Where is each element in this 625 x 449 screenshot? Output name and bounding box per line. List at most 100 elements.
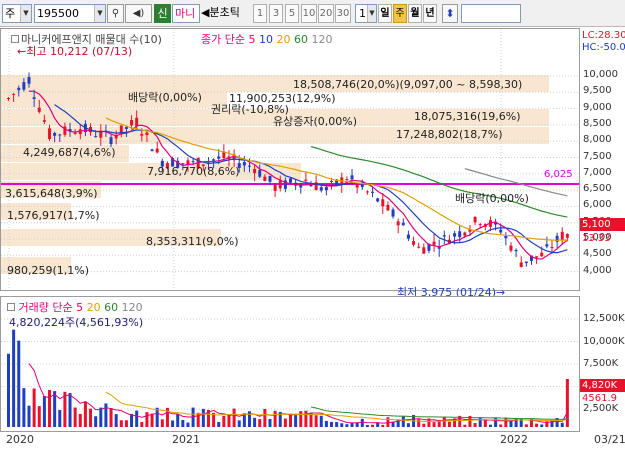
volume-bar <box>355 422 359 427</box>
volume-bar <box>196 412 200 427</box>
volume-bar <box>299 411 303 427</box>
stock-name-field[interactable]: 마니 <box>172 4 200 23</box>
candle-body <box>191 161 195 163</box>
volume-bar <box>32 388 36 427</box>
candle-body <box>365 191 369 193</box>
stock-code-input[interactable]: 195500 ▼ <box>34 4 106 23</box>
candle-body <box>545 244 549 247</box>
volume-bar <box>109 408 113 427</box>
volume-bar <box>145 412 149 427</box>
volume-bar <box>17 340 21 427</box>
ma-legend-prefix: 종가 단순 <box>201 33 245 46</box>
volume-pane[interactable]: 거래량 단순 5 20 60 120 4,820,224주(4,561,93%) <box>0 296 580 432</box>
up-down-arrow-icon[interactable]: ⬍ <box>442 4 458 23</box>
volume-tick-label: 7,500K <box>583 358 619 369</box>
candle-body <box>48 128 52 139</box>
speaker-icon[interactable]: ◀) <box>125 4 152 23</box>
candle-body <box>417 246 421 248</box>
period-month[interactable]: 월 <box>408 4 422 23</box>
price-pane-title: 마니커에프앤지 매물대 수(10) <box>11 31 162 47</box>
candle-body <box>391 209 395 217</box>
candle-body <box>535 256 539 258</box>
interval-menu[interactable]: ◀분초틱 <box>201 4 257 23</box>
market-select[interactable]: 주 ▼ <box>2 4 32 23</box>
event-capital-increase: 유상증자(0,00%) <box>273 115 358 128</box>
volume-bar <box>483 419 487 427</box>
candle-body <box>114 136 118 139</box>
search-icon[interactable]: ⚲ <box>107 4 124 23</box>
event-dividend-2: 배당락(0,00%) <box>455 192 529 205</box>
ma-120-label: 120 <box>311 33 333 46</box>
chevron-down-icon[interactable]: ▼ <box>94 5 105 22</box>
volume-profile-band <box>1 127 549 144</box>
volume-bar <box>53 391 57 427</box>
period-week[interactable]: 주 <box>393 4 407 23</box>
volume-bar <box>258 419 262 427</box>
volume-bar <box>237 420 241 427</box>
period-1min[interactable]: 1 <box>253 4 267 23</box>
candle-body <box>468 229 472 232</box>
volume-bar <box>545 421 549 427</box>
period-3min[interactable]: 3 <box>269 4 283 23</box>
period-custom-select[interactable]: 1 ▼ <box>355 4 377 23</box>
candle-body <box>12 93 16 95</box>
candle-body <box>181 163 185 165</box>
volume-bar <box>227 414 231 427</box>
volume-bar <box>176 414 180 427</box>
volume-bar <box>565 379 569 427</box>
candle-body <box>232 154 236 161</box>
volume-bar <box>89 408 93 427</box>
candle-body <box>63 126 67 135</box>
chevron-down-icon[interactable]: ▼ <box>20 5 31 22</box>
volume-profile-3: 18,075,316(19,6%) <box>414 110 521 123</box>
new-listing-badge[interactable]: 신 <box>154 4 171 23</box>
candle-body <box>201 164 205 166</box>
checkbox-icon[interactable] <box>7 303 15 311</box>
volume-bar <box>401 416 405 427</box>
candle-body <box>258 170 262 177</box>
price-tick-label: 4,000 <box>583 264 612 276</box>
volume-bar <box>268 419 272 427</box>
candle-body <box>53 132 57 136</box>
volume-bar <box>119 420 123 427</box>
chevron-down-icon[interactable]: ▼ <box>367 5 376 22</box>
ma-20-label: 20 <box>276 33 291 46</box>
candle-body <box>78 129 82 135</box>
volume-bar <box>99 407 103 427</box>
volume-bar <box>350 422 354 427</box>
volume-chart <box>1 318 579 427</box>
candle-body <box>345 178 349 180</box>
candle-body <box>17 87 21 91</box>
period-year[interactable]: 년 <box>423 4 437 23</box>
volume-profile-2: 11,900,253(12,9%) <box>229 92 336 105</box>
volume-bar <box>453 418 457 427</box>
volume-bar <box>7 353 10 427</box>
period-day[interactable]: 일 <box>378 4 392 23</box>
price-tick-label: 10,000 <box>583 69 618 80</box>
period-10min[interactable]: 10 <box>301 4 317 23</box>
count-input[interactable] <box>461 4 521 23</box>
volume-bar <box>360 418 364 427</box>
chart-toolbar: 주 ▼ 195500 ▼ ⚲ ◀) 신 마니 ◀분초틱 1 3 5 10 20 … <box>0 0 625 27</box>
volume-bar <box>48 390 52 427</box>
volume-bar <box>171 420 175 427</box>
volume-bar <box>381 424 385 427</box>
candle-body <box>242 162 246 166</box>
price-pane[interactable]: 마니커에프앤지 매물대 수(10) 종가 단순 5 10 20 60 120 ←… <box>0 28 580 299</box>
volume-tick-label: 2,500K <box>583 403 619 414</box>
period-5min[interactable]: 5 <box>285 4 299 23</box>
volume-bar <box>335 422 339 427</box>
stock-code-value: 195500 <box>37 7 79 20</box>
ma-5-label: 5 <box>248 33 256 46</box>
volume-bar <box>186 422 190 427</box>
checkbox-icon[interactable] <box>11 35 19 43</box>
period-20min[interactable]: 20 <box>318 4 334 23</box>
volume-profile-band <box>1 229 221 246</box>
candle-body <box>94 136 98 138</box>
volume-bar <box>391 421 395 427</box>
ma-60-label: 60 <box>293 33 308 46</box>
period-30min[interactable]: 30 <box>335 4 351 23</box>
volume-profile-6: 7,916,770(8,6%) <box>147 165 240 178</box>
candle-body <box>222 151 226 159</box>
